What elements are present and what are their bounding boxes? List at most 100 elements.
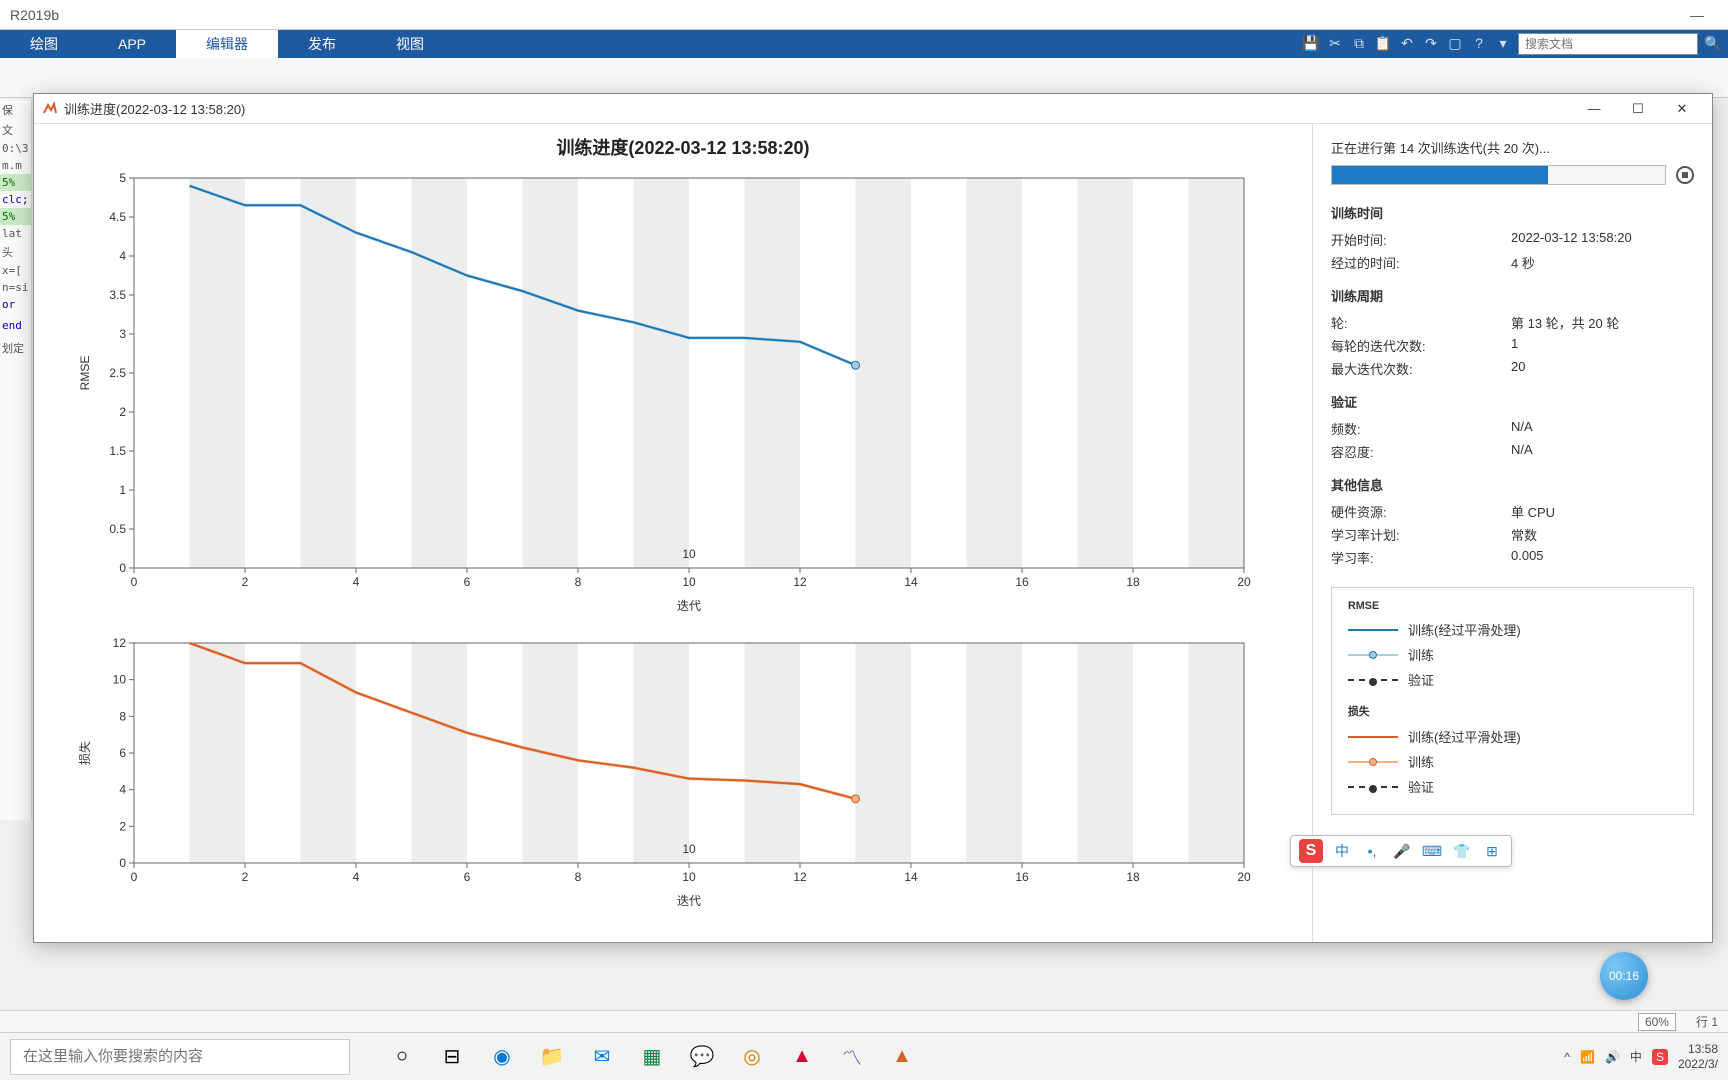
search-input[interactable] (1518, 33, 1698, 55)
stop-button[interactable] (1676, 166, 1694, 184)
ime-skin-icon[interactable]: 👕 (1451, 840, 1473, 862)
tray-up-icon[interactable]: ^ (1564, 1050, 1570, 1064)
rmse-chart: 00.511.522.533.544.550246810121416182010… (74, 168, 1292, 623)
wechat-icon[interactable]: 💬 (680, 1037, 724, 1077)
legend-box: RMSE 训练(经过平滑处理) 训练 验证 损失 训练(经过平滑处理) (1331, 587, 1694, 815)
taskbar-search-input[interactable] (10, 1039, 350, 1075)
tray-ime-icon[interactable]: 中 (1630, 1048, 1642, 1065)
freq-value: N/A (1511, 419, 1694, 438)
app-titlebar: R2019b — (0, 0, 1728, 30)
svg-text:12: 12 (113, 636, 127, 650)
copy-icon[interactable]: ⧉ (1350, 35, 1368, 53)
legend-item: 验证 (1348, 777, 1677, 796)
status-bar: 60% 行 1 (0, 1010, 1728, 1032)
tray-sound-icon[interactable]: 🔊 (1605, 1050, 1620, 1064)
legend-label: 训练 (1408, 645, 1434, 664)
svg-text:4: 4 (353, 870, 360, 884)
ime-punct-icon[interactable]: •, (1361, 840, 1383, 862)
excel-icon[interactable]: ▦ (630, 1037, 674, 1077)
ime-toolbar[interactable]: S 中 •, 🎤 ⌨ 👕 ⊞ (1290, 835, 1512, 867)
svg-text:损失: 损失 (77, 741, 92, 765)
tab-app[interactable]: APP (88, 30, 176, 58)
matlab-taskbar-icon[interactable]: ▲ (880, 1037, 924, 1077)
lrplan-label: 学习率计划: (1331, 525, 1511, 544)
svg-text:0: 0 (119, 856, 126, 870)
tab-publish[interactable]: 发布 (278, 30, 366, 58)
legend-label: 验证 (1408, 777, 1434, 796)
ime-lang[interactable]: 中 (1331, 840, 1353, 862)
training-progress-dialog: 训练进度(2022-03-12 13:58:20) — ☐ ✕ 训练进度(202… (33, 93, 1713, 943)
epoch-value: 第 13 轮，共 20 轮 (1511, 313, 1694, 332)
save-icon[interactable]: 💾 (1302, 35, 1320, 53)
window-icon[interactable]: ▢ (1446, 35, 1464, 53)
legend-loss-title: 损失 (1348, 703, 1677, 719)
svg-text:10: 10 (113, 673, 127, 687)
svg-text:6: 6 (119, 746, 126, 760)
svg-text:4: 4 (119, 249, 126, 263)
svg-text:6: 6 (464, 870, 471, 884)
cortana-icon[interactable]: ○ (380, 1037, 424, 1077)
svg-text:1.5: 1.5 (109, 444, 126, 458)
dialog-minimize-button[interactable]: — (1572, 95, 1616, 123)
tab-view[interactable]: 视图 (366, 30, 454, 58)
svg-text:2.5: 2.5 (109, 366, 126, 380)
elapsed-value: 4 秒 (1511, 253, 1694, 272)
svg-text:10: 10 (682, 842, 696, 856)
search-icon[interactable]: 🔍 (1704, 35, 1722, 53)
svg-text:1: 1 (119, 483, 126, 497)
app2-icon[interactable]: 〽 (830, 1037, 874, 1077)
help-icon[interactable]: ? (1470, 35, 1488, 53)
svg-text:14: 14 (904, 575, 918, 589)
ime-mic-icon[interactable]: 🎤 (1391, 840, 1413, 862)
ime-grid-icon[interactable]: ⊞ (1481, 840, 1503, 862)
svg-text:14: 14 (904, 870, 918, 884)
epoch-label: 轮: (1331, 313, 1511, 332)
paste-icon[interactable]: 📋 (1374, 35, 1392, 53)
periter-value: 1 (1511, 336, 1694, 355)
svg-text:4.5: 4.5 (109, 210, 126, 224)
tab-editor[interactable]: 编辑器 (176, 30, 278, 58)
dialog-maximize-button[interactable]: ☐ (1616, 95, 1660, 123)
tray-s-icon[interactable]: S (1652, 1049, 1668, 1065)
svg-text:12: 12 (793, 870, 807, 884)
elapsed-label: 经过的时间: (1331, 253, 1511, 272)
app-icon[interactable]: ▲ (780, 1037, 824, 1077)
lr-label: 学习率: (1331, 548, 1511, 567)
dropdown-icon[interactable]: ▾ (1494, 35, 1512, 53)
svg-text:16: 16 (1015, 575, 1029, 589)
timer-badge: 00:16 (1600, 952, 1648, 1000)
taskview-icon[interactable]: ⊟ (430, 1037, 474, 1077)
section-time: 训练时间 (1331, 203, 1694, 222)
hw-value: 单 CPU (1511, 502, 1694, 521)
svg-text:8: 8 (575, 870, 582, 884)
svg-text:18: 18 (1126, 870, 1140, 884)
tab-plot[interactable]: 绘图 (0, 30, 88, 58)
section-cycle: 训练周期 (1331, 286, 1694, 305)
explorer-icon[interactable]: 📁 (530, 1037, 574, 1077)
edge-icon[interactable]: ◉ (480, 1037, 524, 1077)
svg-text:迭代: 迭代 (677, 599, 701, 613)
svg-text:16: 16 (1015, 870, 1029, 884)
legend-label: 训练(经过平滑处理) (1408, 620, 1521, 639)
legend-label: 验证 (1408, 670, 1434, 689)
section-val: 验证 (1331, 392, 1694, 411)
freq-label: 频数: (1331, 419, 1511, 438)
browser-icon[interactable]: ◎ (730, 1037, 774, 1077)
sogou-icon[interactable]: S (1299, 839, 1323, 863)
svg-text:4: 4 (353, 575, 360, 589)
minimize-icon[interactable]: — (1690, 7, 1704, 23)
svg-text:2: 2 (242, 575, 249, 589)
loss-chart: 0246810120246810121416182010损失迭代 (74, 633, 1292, 918)
redo-icon[interactable]: ↷ (1422, 35, 1440, 53)
ime-keyboard-icon[interactable]: ⌨ (1421, 840, 1443, 862)
tray-wifi-icon[interactable]: 📶 (1580, 1050, 1595, 1064)
legend-item: 验证 (1348, 670, 1677, 689)
hw-label: 硬件资源: (1331, 502, 1511, 521)
legend-label: 训练 (1408, 752, 1434, 771)
dialog-close-button[interactable]: ✕ (1660, 95, 1704, 123)
mail-icon[interactable]: ✉ (580, 1037, 624, 1077)
svg-text:2: 2 (119, 405, 126, 419)
cut-icon[interactable]: ✂ (1326, 35, 1344, 53)
zoom-level[interactable]: 60% (1638, 1013, 1676, 1031)
undo-icon[interactable]: ↶ (1398, 35, 1416, 53)
